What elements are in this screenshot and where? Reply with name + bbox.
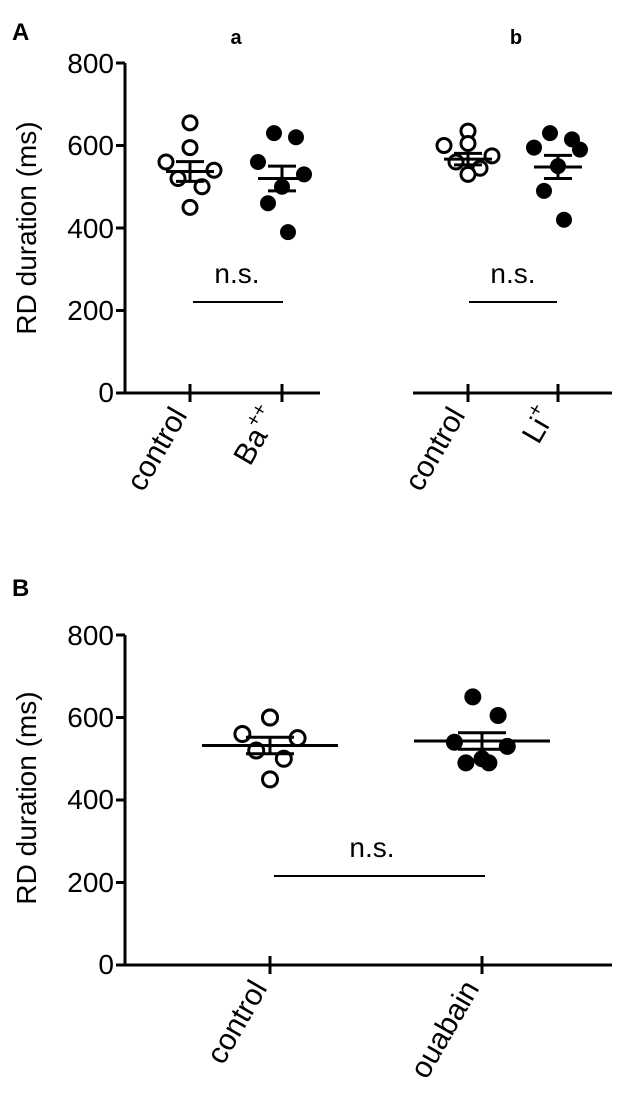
data-point [260,195,276,212]
y-tick-label: 0 [98,377,114,408]
data-point [435,137,453,154]
data-point [266,125,282,142]
data-point [233,725,252,743]
y-tick-label: 0 [98,949,114,980]
data-point [480,754,498,772]
data-point [157,153,175,171]
y-axis-title-a: RD duration (ms) [11,121,42,334]
data-point [181,114,199,132]
data-point [526,139,542,156]
y-tick-label: 600 [67,130,114,161]
ns-annotation: n.s. [349,832,394,863]
subpanel-label-b: b [510,27,522,49]
y-tick-label: 800 [67,620,114,651]
y-tick-label: 800 [67,48,114,79]
data-point [489,706,507,724]
data-point [464,688,482,706]
y-axis-title-b: RD duration (ms) [11,691,42,904]
data-point [261,770,279,789]
ns-annotation: n.s. [214,258,259,289]
data-point [536,182,552,199]
data-point [280,224,296,241]
y-tick-label: 600 [67,702,114,733]
x-category-label: control [398,402,472,496]
data-point [181,198,199,216]
panel-label-b: B [12,575,29,602]
data-point [169,170,187,187]
data-point [459,165,477,183]
panel-label-a: A [12,19,29,46]
data-point [193,178,211,196]
data-point [564,131,580,148]
x-category-label: Ba++ [223,400,286,471]
y-tick-label: 200 [67,295,114,326]
data-point [288,129,304,146]
ns-annotation: n.s. [490,258,535,289]
data-point [483,147,501,165]
data-point [459,134,477,152]
data-point [181,139,199,157]
data-point [542,125,558,142]
data-point [261,708,279,727]
x-category-label: control [200,975,274,1069]
data-point [447,153,465,171]
data-point [250,154,266,170]
data-point [457,754,475,772]
data-point [556,211,572,228]
y-tick-label: 400 [67,213,114,244]
x-category-label: Li+ [512,400,562,449]
data-marks [157,114,588,789]
y-tick-label: 200 [67,867,114,898]
data-point [572,141,588,158]
x-category-label: ouabain [404,975,486,1084]
subpanel-label-a: a [230,27,242,49]
y-tick-label: 400 [67,784,114,815]
x-category-label: control [120,402,194,496]
